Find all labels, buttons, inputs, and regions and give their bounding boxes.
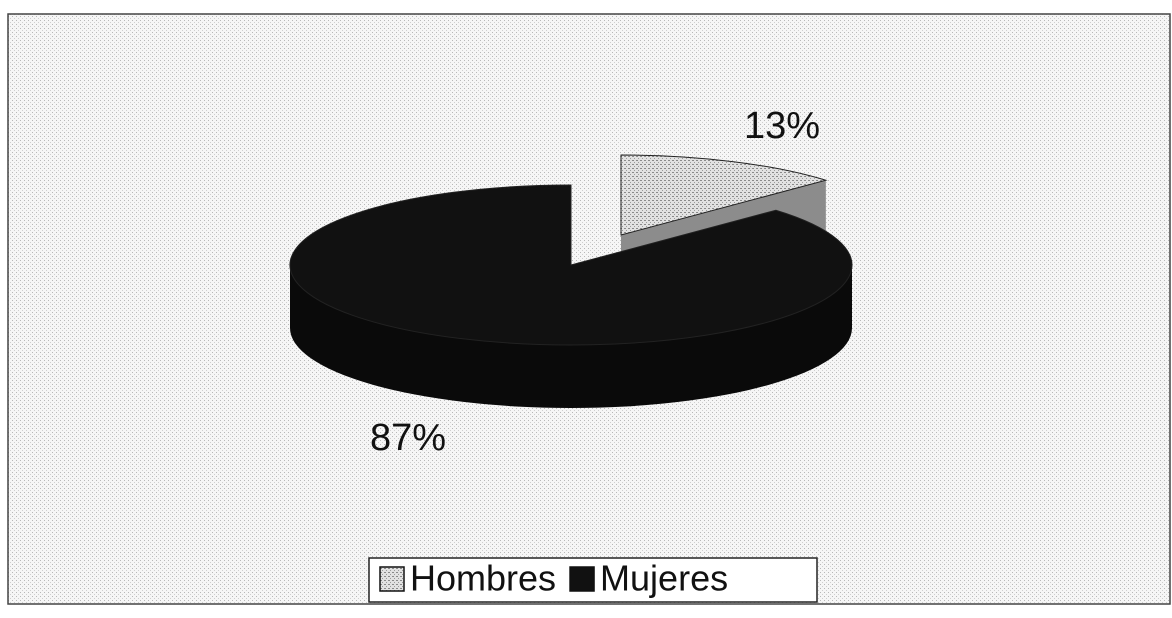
pie (289, 154, 853, 408)
slice (620, 154, 828, 236)
legend-label: Hombres (410, 558, 556, 599)
legend-swatch (379, 566, 405, 592)
slice-side (290, 265, 852, 408)
slice (289, 184, 853, 346)
legend-label: Mujeres (600, 558, 728, 599)
data-label: 87% (370, 417, 446, 459)
data-label: 13% (744, 105, 820, 147)
legend-swatch (569, 566, 595, 592)
